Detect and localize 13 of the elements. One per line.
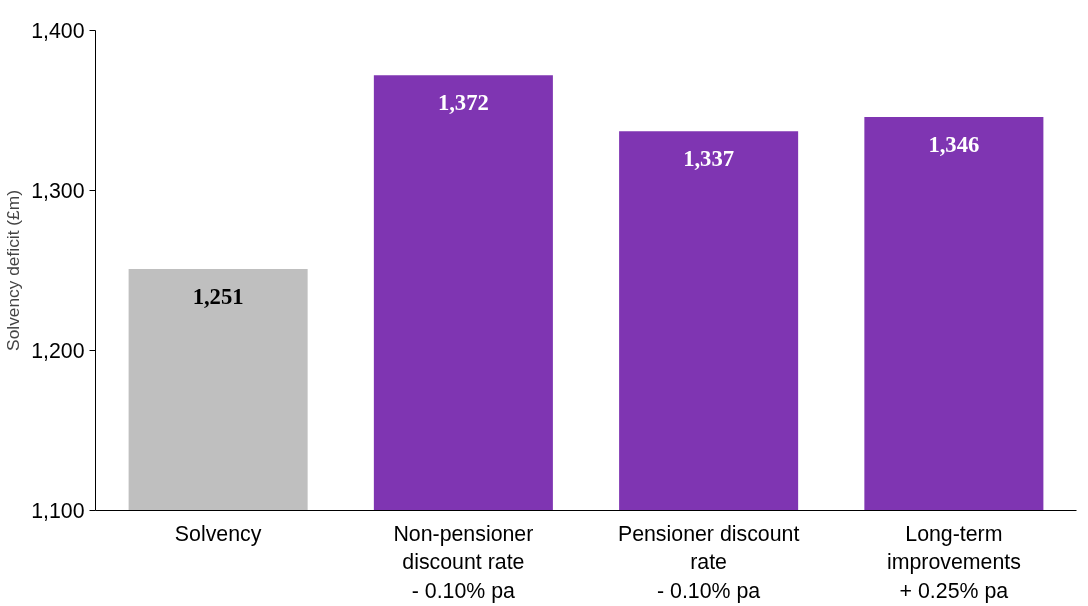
y-tick-label: 1,100	[31, 499, 85, 523]
y-tick-label: 1,200	[31, 339, 85, 363]
x-tick-label: Long-term improvements + 0.25% pa	[886, 521, 1021, 604]
y-tick-label: 1,400	[31, 19, 85, 43]
data-label: 1,337	[683, 146, 735, 172]
y-tick-label: 1,300	[31, 179, 85, 203]
data-label: 1,346	[928, 131, 980, 157]
data-label: 1,251	[192, 283, 244, 309]
x-tick-label: Non-pensioner discount rate - 0.10% pa	[393, 521, 534, 604]
y-axis-title: Solvency deficit (£m)	[3, 190, 24, 351]
x-tick-label: Solvency	[174, 521, 262, 546]
x-tick-label: Pensioner discount rate - 0.10% pa	[617, 521, 800, 604]
data-label: 1,372	[437, 90, 489, 116]
